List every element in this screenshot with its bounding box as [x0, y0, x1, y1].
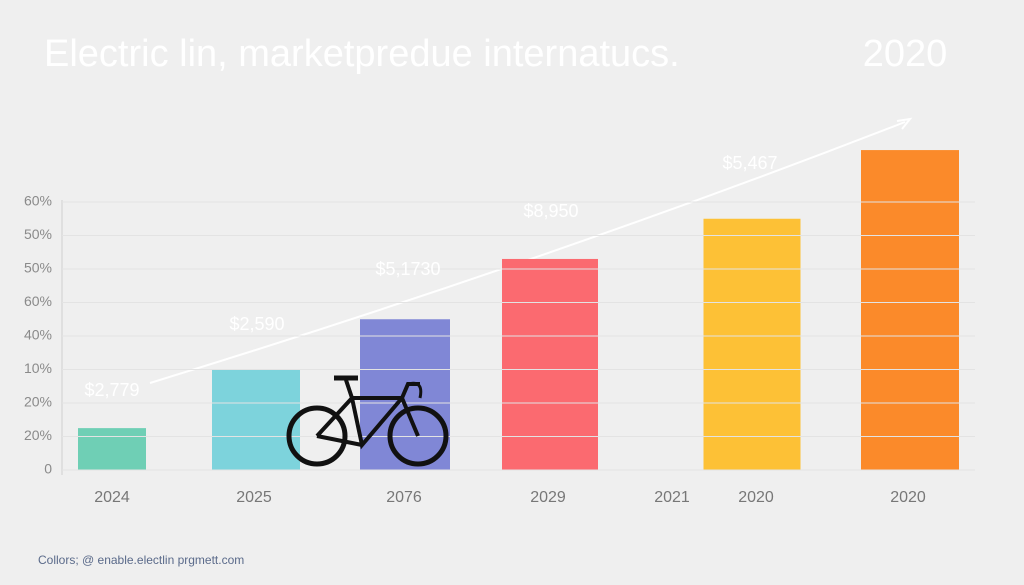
y-tick-label: 50%	[24, 226, 52, 242]
y-tick-label: 60%	[24, 293, 52, 309]
x-tick-label: 2025	[236, 489, 272, 506]
y-tick-label: 20%	[24, 427, 52, 443]
annotation: $5,1730	[375, 259, 440, 279]
x-tick-label: 2021	[654, 489, 690, 506]
bar	[78, 428, 146, 470]
annotation: $2,590	[229, 314, 284, 334]
y-tick-label: 40%	[24, 327, 52, 343]
annotation: $5,467	[722, 153, 777, 173]
bicycle-icon	[286, 375, 449, 467]
x-tick-label: 2020	[890, 489, 926, 506]
footer: Collors; @ enable.electlin prgmett.com	[38, 553, 244, 567]
chart-title: Electric lin, marketpredue internatucs.	[44, 33, 680, 75]
y-tick-label: 60%	[24, 193, 52, 209]
y-tick-label: 0	[44, 461, 52, 477]
x-tick-label: 2076	[386, 489, 422, 506]
bar	[502, 258, 598, 470]
chart-subtitle: 2020	[863, 33, 948, 75]
annotation: $8,950	[523, 201, 578, 221]
x-tick-label: 2029	[530, 489, 566, 506]
bars	[78, 150, 959, 470]
y-tick-label: 10%	[24, 360, 52, 376]
arrow-head	[896, 117, 913, 130]
annotation: $2,779	[84, 380, 139, 400]
bar	[703, 218, 801, 470]
bar	[212, 369, 300, 470]
y-tick-label: 20%	[24, 394, 52, 410]
x-tick-label: 2024	[94, 489, 130, 506]
trend-arrow	[149, 121, 906, 384]
x-tick-label: 2020	[738, 489, 774, 506]
bar	[861, 150, 959, 470]
y-tick-label: 50%	[24, 260, 52, 276]
